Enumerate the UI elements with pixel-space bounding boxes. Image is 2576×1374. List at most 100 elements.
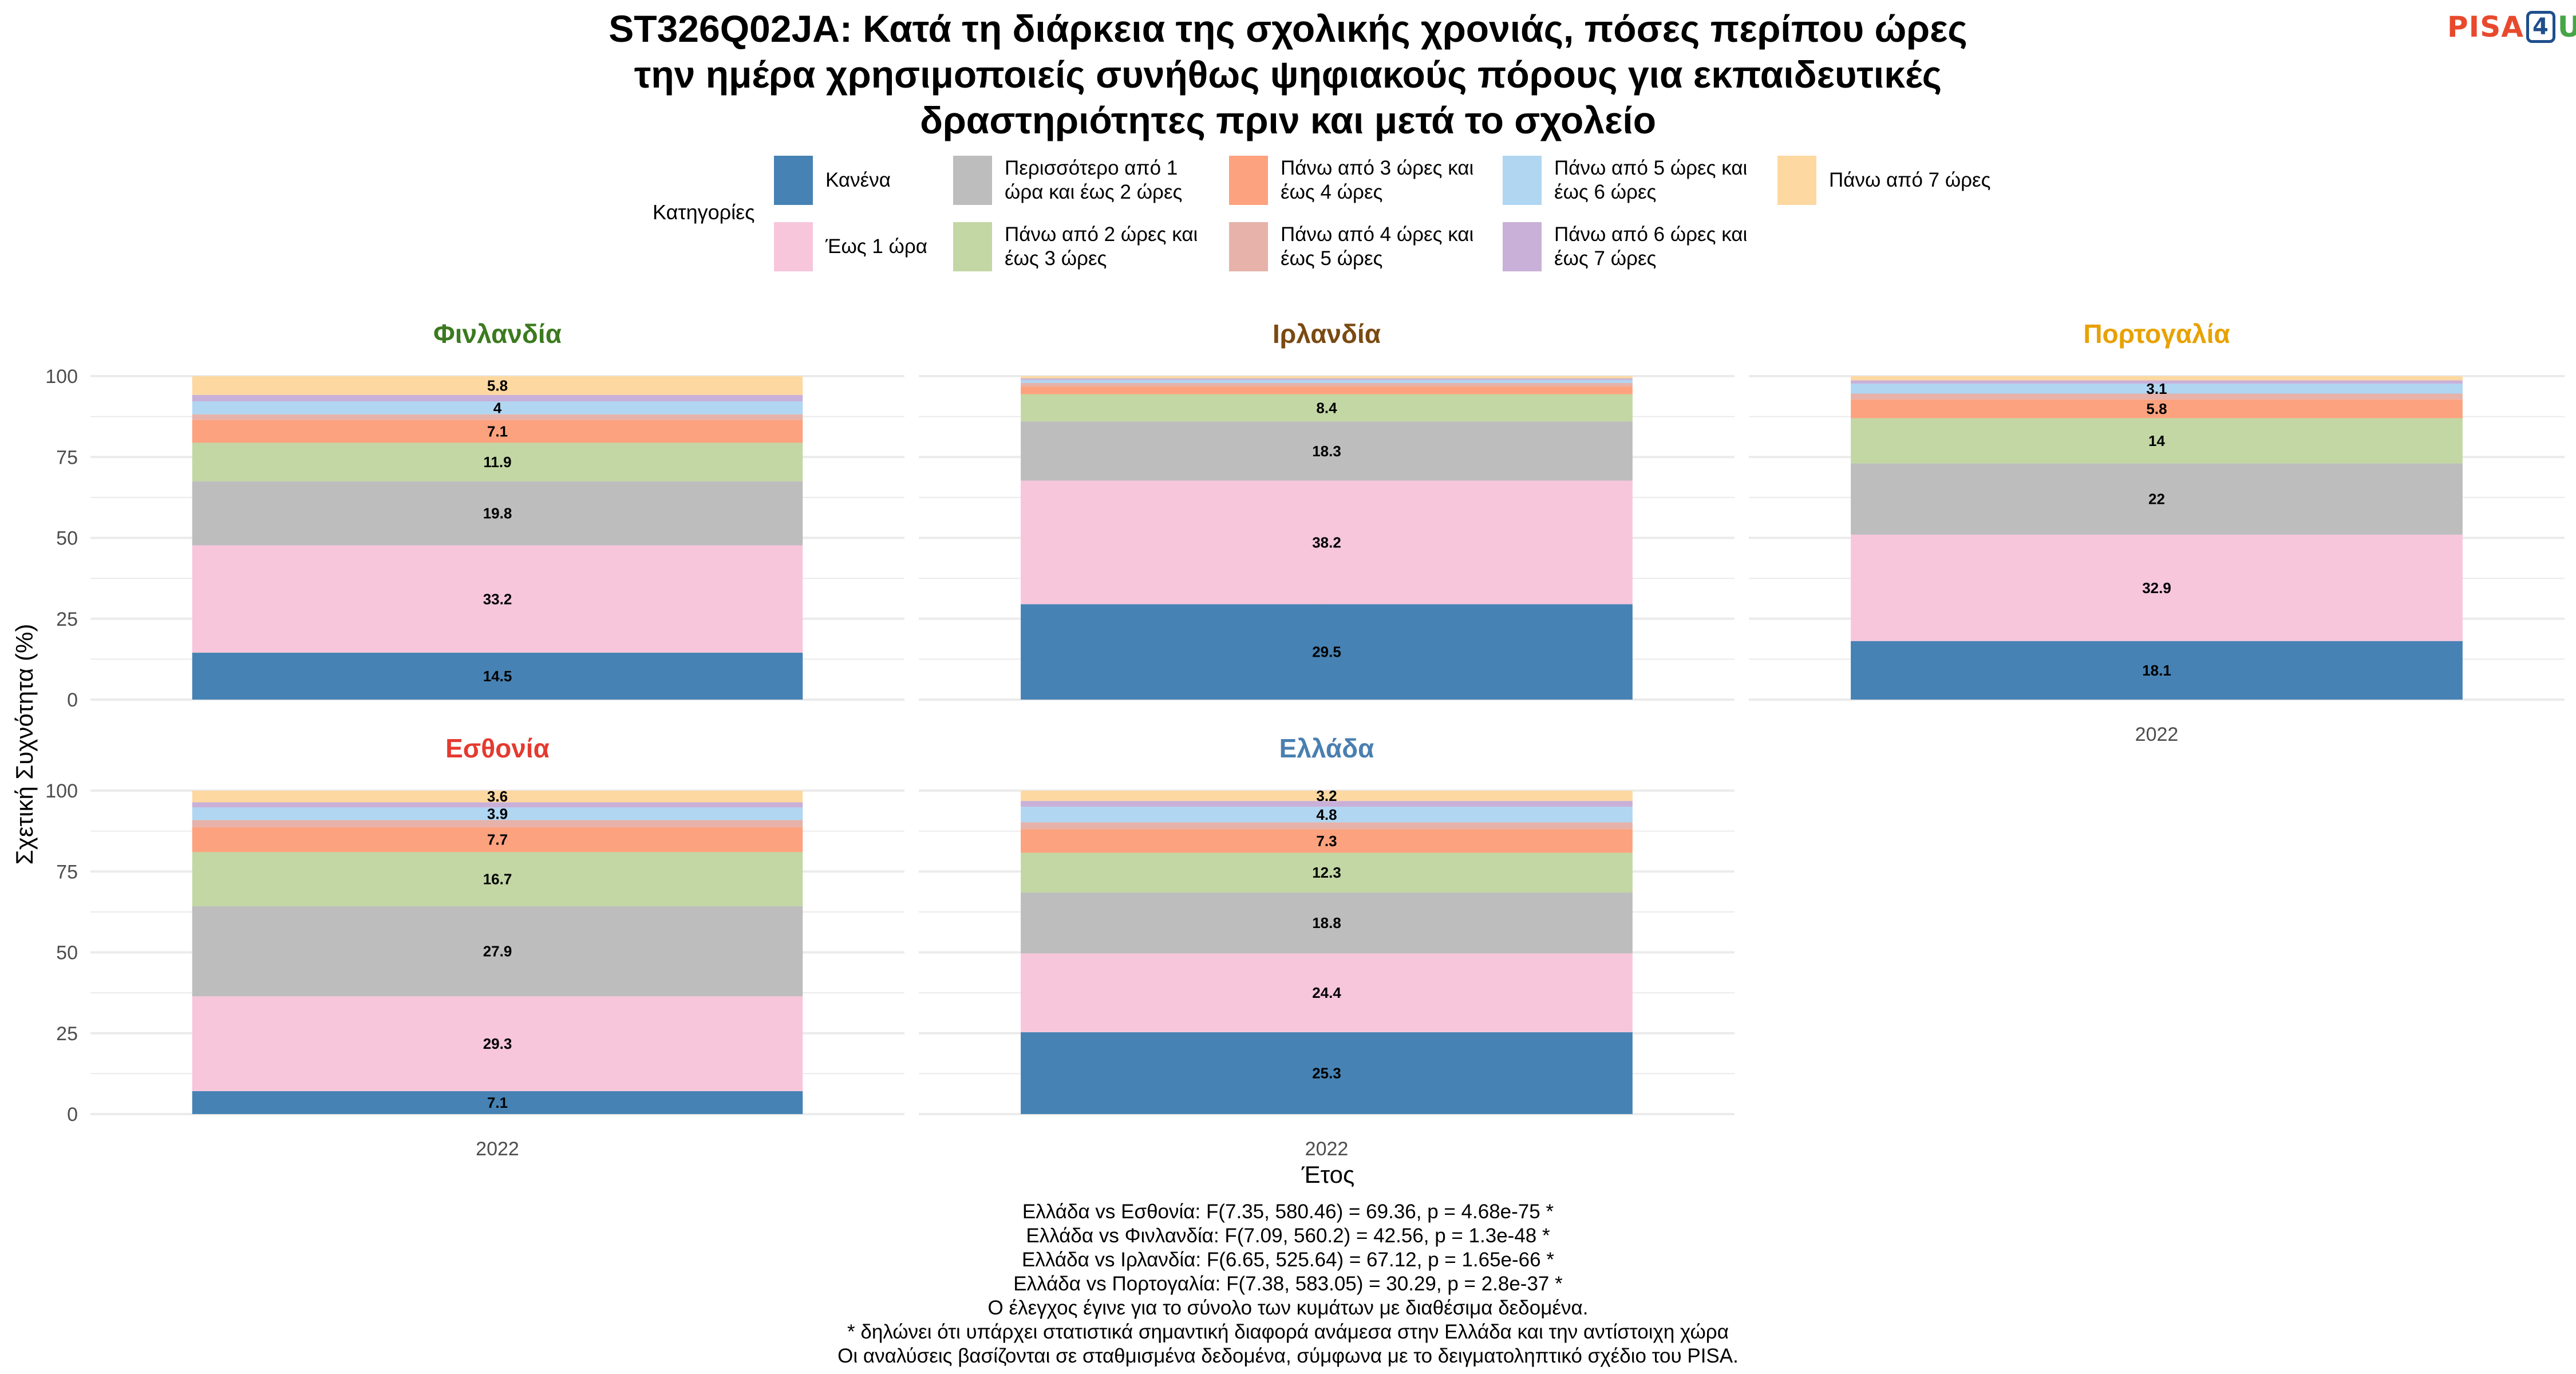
bar-segment bbox=[1851, 641, 2463, 700]
legend-item: Πάνω από 3 ώρες και έως 4 ώρες bbox=[1229, 156, 1473, 205]
bar-segment bbox=[1851, 380, 2463, 384]
logo-text: PISA bbox=[2447, 10, 2524, 44]
legend-label: Έως 1 ώρα bbox=[825, 235, 928, 258]
panel-title: Φινλανδία bbox=[433, 319, 562, 349]
bar-segment bbox=[1021, 852, 1633, 893]
legend-item: Πάνω από 6 ώρες και έως 7 ώρες bbox=[1503, 222, 1747, 271]
data-label: 22 bbox=[2148, 491, 2165, 508]
y-tick-label: 100 bbox=[45, 366, 78, 388]
footnote: Ελλάδα vs Εσθονία: F(7.35, 580.46) = 69.… bbox=[1022, 1201, 1554, 1223]
bar-segment bbox=[192, 443, 803, 481]
y-tick-label: 75 bbox=[56, 447, 78, 468]
data-label: 32.9 bbox=[2142, 579, 2171, 597]
footnote: * δηλώνει ότι υπάρχει στατιστικά σημαντι… bbox=[847, 1321, 1729, 1343]
bar-segment bbox=[1021, 380, 1633, 383]
data-label: 7.3 bbox=[1316, 832, 1337, 850]
data-label: 3.9 bbox=[487, 805, 508, 822]
legend-swatch bbox=[1503, 222, 1542, 271]
title-line: την ημέρα χρησιμοποιείς συνήθως ψηφιακού… bbox=[634, 53, 1942, 96]
x-tick-label: 2022 bbox=[1305, 1138, 1349, 1160]
panel-title: Ιρλανδία bbox=[1273, 319, 1381, 349]
bar-segment bbox=[1021, 480, 1633, 605]
bar-segment bbox=[1851, 376, 2463, 381]
bar-segment bbox=[1021, 953, 1633, 1033]
y-tick-label: 75 bbox=[56, 861, 78, 883]
bar-segment bbox=[1851, 463, 2463, 535]
panel-title: Πορτογαλία bbox=[2083, 319, 2230, 349]
bar-segment bbox=[192, 791, 803, 803]
bar-segment bbox=[1021, 807, 1633, 823]
data-label: 38.2 bbox=[1312, 534, 1341, 551]
legend-label: Πάνω από 2 ώρες και έως 3 ώρες bbox=[1005, 223, 1198, 270]
chart-title: ST326Q02JA: Κατά τη διάρκεια της σχολική… bbox=[0, 6, 2576, 143]
bar-segment bbox=[192, 394, 803, 402]
legend-item: Έως 1 ώρα bbox=[774, 222, 927, 271]
bar-segment bbox=[192, 481, 803, 546]
footnotes: Ελλάδα vs Εσθονία: F(7.35, 580.46) = 69.… bbox=[0, 1200, 2576, 1368]
bar-segment bbox=[1021, 791, 1633, 802]
bar-segment bbox=[1021, 604, 1633, 700]
bar-segment bbox=[192, 807, 803, 820]
x-axis-title: Έτος bbox=[1301, 1161, 1355, 1188]
bar-segment bbox=[192, 852, 803, 906]
data-label: 4 bbox=[493, 399, 502, 416]
legend-item: Πάνω από 5 ώρες και έως 6 ώρες bbox=[1503, 156, 1747, 205]
legend-label: Πάνω από 3 ώρες και έως 4 ώρες bbox=[1281, 157, 1474, 203]
bar-segment bbox=[1851, 418, 2463, 464]
data-label: 29.5 bbox=[1312, 643, 1341, 661]
bar-segment bbox=[1851, 534, 2463, 641]
pisa4u-logo: PISA 4 U bbox=[2447, 10, 2576, 44]
y-axis-title: Σχετική Συχνότητα (%) bbox=[11, 624, 38, 865]
title-line: ST326Q02JA: Κατά τη διάρκεια της σχολική… bbox=[609, 7, 1967, 50]
panel-title: Ελλάδα bbox=[1279, 733, 1374, 763]
title-line: δραστηριότητες πριν και μετά το σχολείο bbox=[919, 99, 1657, 141]
panel-title: Εσθονία bbox=[445, 733, 550, 763]
data-label: 18.3 bbox=[1312, 443, 1341, 460]
data-label: 29.3 bbox=[483, 1035, 512, 1052]
legend-label: Πάνω από 7 ώρες bbox=[1829, 169, 1991, 191]
legend-swatch bbox=[1229, 156, 1268, 205]
data-label: 33.2 bbox=[483, 590, 512, 607]
bar-segment bbox=[1021, 829, 1633, 853]
data-label: 7.1 bbox=[487, 423, 508, 440]
legend-swatch bbox=[774, 222, 813, 271]
footnote: Ο έλεγχος έγινε για το σύνολο των κυμάτω… bbox=[987, 1297, 1589, 1319]
logo-text: U bbox=[2557, 10, 2576, 44]
bar-segment bbox=[1021, 801, 1633, 807]
footnote: Ελλάδα vs Φινλανδία: F(7.09, 560.2) = 42… bbox=[1026, 1225, 1550, 1247]
legend-swatch bbox=[1229, 222, 1268, 271]
legend-item: Κανένα bbox=[774, 156, 891, 205]
legend-swatch bbox=[953, 156, 992, 205]
legend-swatch bbox=[1777, 156, 1816, 205]
y-tick-label: 50 bbox=[56, 942, 78, 964]
data-label: 14 bbox=[2148, 432, 2165, 449]
legend-swatch bbox=[1503, 156, 1542, 205]
data-label: 24.4 bbox=[1312, 984, 1341, 1001]
data-label: 4.8 bbox=[1316, 806, 1337, 823]
data-label: 5.8 bbox=[487, 377, 508, 394]
bar-segment bbox=[1021, 382, 1633, 387]
bar-segment bbox=[192, 401, 803, 414]
legend-item: Πάνω από 2 ώρες και έως 3 ώρες bbox=[953, 222, 1198, 271]
footnote: Οι αναλύσεις βασίζονται σε σταθμισμένα δ… bbox=[837, 1345, 1739, 1367]
legend-label: Πάνω από 5 ώρες και έως 6 ώρες bbox=[1554, 157, 1748, 203]
y-tick-label: 25 bbox=[56, 609, 78, 630]
bar-segment bbox=[1021, 386, 1633, 394]
bar-segment bbox=[1021, 1032, 1633, 1114]
chart-area: 0 25 50 75 100 14.5 33.2 19.8 11.9 7.1 4 5.8 Φινλανδ… bbox=[11, 319, 2565, 1188]
data-label: 3.6 bbox=[487, 788, 508, 805]
data-label: 18.8 bbox=[1312, 914, 1341, 931]
data-label: 19.8 bbox=[483, 505, 512, 522]
legend-label: Κανένα bbox=[825, 169, 891, 191]
bar-segment bbox=[1851, 383, 2463, 394]
data-label: 18.1 bbox=[2142, 662, 2171, 679]
data-label: 3.2 bbox=[1316, 787, 1337, 804]
y-tick-label: 100 bbox=[45, 780, 78, 802]
legend-title: Κατηγορίες bbox=[653, 200, 755, 224]
x-tick-label: 2022 bbox=[2135, 724, 2179, 745]
data-label: 7.1 bbox=[487, 1094, 508, 1111]
bar-segment bbox=[1021, 376, 1633, 378]
legend-label: Περισσότερο από 1 ώρα και έως 2 ώρες bbox=[1005, 157, 1183, 203]
bar-segment bbox=[192, 414, 803, 420]
legend-item: Πάνω από 7 ώρες bbox=[1777, 156, 1991, 205]
